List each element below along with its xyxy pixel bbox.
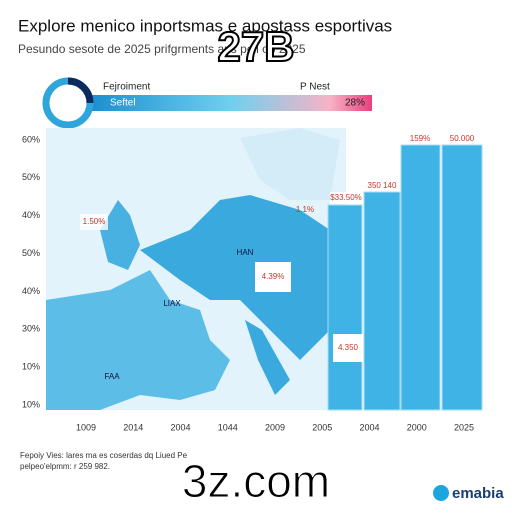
bars bbox=[327, 144, 483, 411]
y-axis-label: 50% bbox=[22, 248, 40, 258]
y-axis-label: 10% bbox=[22, 399, 40, 409]
legend-gradient bbox=[90, 95, 372, 111]
x-axis-label: 2004 bbox=[170, 422, 190, 432]
map-label: FAA bbox=[104, 372, 120, 381]
map-label-box bbox=[333, 334, 363, 362]
footnote: pelpeo'elpmm: r 259 982. bbox=[20, 462, 110, 471]
x-axis-label: 2009 bbox=[265, 422, 285, 432]
x-axis: 1009 2014 2004 1044 2009 2005 2004 2000 2025 bbox=[76, 422, 474, 432]
map-label: 1.50% bbox=[83, 217, 106, 226]
bar-label-box bbox=[330, 192, 362, 204]
x-axis-label: 2004 bbox=[359, 422, 379, 432]
y-axis-label: 30% bbox=[22, 324, 40, 334]
legend-label: P Nest bbox=[300, 82, 330, 93]
bar bbox=[327, 204, 363, 411]
map-label: LIAX bbox=[163, 299, 181, 308]
x-axis-label: 2014 bbox=[123, 422, 143, 432]
title: Explore menico inportsmas e apostass esp… bbox=[18, 16, 392, 35]
map-label: 4.350 bbox=[338, 343, 359, 352]
bar-label: $33.50% bbox=[330, 193, 362, 202]
bar bbox=[363, 191, 401, 411]
y-axis-label: 10% bbox=[22, 362, 40, 372]
x-axis-label: 2005 bbox=[312, 422, 332, 432]
bar bbox=[400, 144, 441, 411]
map-land bbox=[46, 270, 230, 410]
legend-label: 28% bbox=[345, 98, 365, 109]
brand-icon bbox=[433, 485, 449, 501]
map-label-box bbox=[80, 214, 108, 230]
map-label: HAN bbox=[237, 248, 254, 257]
bar-label: 350 140 bbox=[368, 181, 397, 190]
y-axis-label: 40% bbox=[22, 210, 40, 220]
x-axis-label: 2000 bbox=[407, 422, 427, 432]
y-axis-label: 60% bbox=[22, 134, 40, 144]
bar bbox=[441, 144, 483, 411]
map-label-box bbox=[255, 262, 291, 292]
map-land bbox=[140, 195, 330, 360]
footnote: Fepoiy Vies: lares ma es coserdas dq Liu… bbox=[20, 451, 188, 460]
x-axis-label: 2025 bbox=[454, 422, 474, 432]
y-axis-label: 50% bbox=[22, 172, 40, 182]
y-axis-label: 40% bbox=[22, 286, 40, 296]
map-land bbox=[240, 128, 340, 200]
y-axis: 60% 50% 40% 50% 40% 30% 10% 10% bbox=[22, 134, 40, 409]
map-label: 4.39% bbox=[262, 272, 285, 281]
legend-label: Seftel bbox=[110, 98, 136, 109]
legend-donut-segment bbox=[67, 77, 94, 104]
watermark: 3z.com bbox=[182, 455, 330, 507]
map-land bbox=[100, 200, 140, 270]
map-label: 1.1% bbox=[296, 205, 314, 214]
bar-label: 159% bbox=[410, 134, 430, 143]
legend-label: Fejroiment bbox=[103, 82, 150, 93]
subtitle: Pesundo sesote de 2025 prifgrments ans p… bbox=[18, 42, 306, 56]
x-axis-label: 1044 bbox=[218, 422, 238, 432]
map-land bbox=[245, 320, 290, 395]
brand: emabia bbox=[452, 485, 504, 502]
bar-label: 50.000 bbox=[450, 134, 475, 143]
map bbox=[46, 128, 346, 410]
overlay-text: 27B bbox=[217, 23, 294, 70]
x-axis-label: 1009 bbox=[76, 422, 96, 432]
